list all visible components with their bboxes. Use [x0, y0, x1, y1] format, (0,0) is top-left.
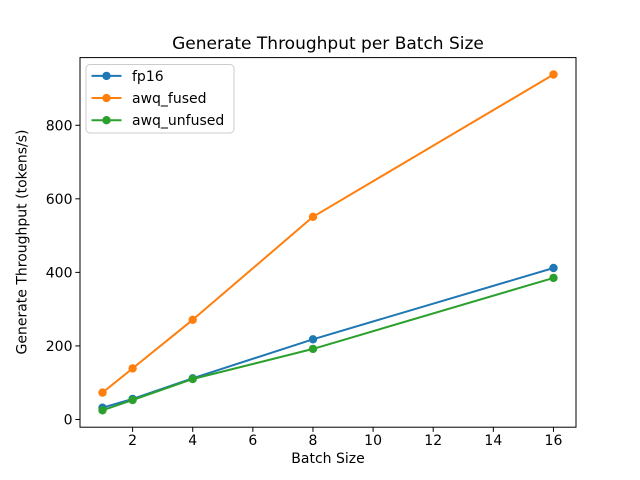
series-marker-awq_fused	[549, 70, 558, 79]
y-tick-label: 400	[46, 265, 73, 281]
plot-border	[79, 57, 577, 428]
x-tick-label: 6	[248, 433, 257, 449]
x-tick-label: 2	[128, 433, 137, 449]
series-marker-fp16	[308, 335, 318, 344]
series-marker-awq_fused	[128, 364, 137, 373]
series-marker-awq_unfused	[98, 406, 107, 415]
legend-label-awq_unfused: awq_unfused	[132, 113, 224, 129]
x-tick-label: 12	[424, 433, 442, 449]
series-marker-awq_unfused	[549, 273, 558, 283]
x-tick-label: 4	[188, 433, 197, 449]
series-marker-awq_fused	[308, 212, 318, 221]
legend-box	[85, 64, 235, 134]
legend-label-fp16: fp16	[132, 69, 164, 85]
x-tick-label: 8	[309, 433, 318, 449]
series-marker-fp16	[549, 263, 558, 273]
y-tick-label: 0	[64, 412, 73, 428]
legend-label-awq_fused: awq_fused	[132, 91, 207, 107]
series-marker-awq_fused	[98, 388, 107, 397]
x-tick-label: 16	[545, 433, 563, 449]
legend-marker-fp16	[102, 71, 111, 81]
y-tick-label: 800	[46, 118, 73, 134]
legend-marker-awq_fused	[102, 93, 111, 103]
y-tick-label: 200	[46, 339, 73, 355]
x-tick-label: 14	[484, 433, 502, 449]
series-marker-awq_unfused	[308, 344, 318, 354]
y-tick-label: 600	[46, 192, 73, 208]
series-line-awq_unfused	[102, 276, 554, 412]
legend-marker-awq_unfused	[102, 116, 111, 125]
x-tick-label: 10	[364, 433, 382, 449]
series-marker-awq_unfused	[188, 374, 197, 384]
chart-title: Generate Throughput per Batch Size	[172, 34, 484, 54]
x-axis-label: Batch Size	[291, 451, 365, 467]
series-marker-awq_unfused	[128, 395, 137, 405]
series-marker-awq_fused	[188, 315, 197, 324]
